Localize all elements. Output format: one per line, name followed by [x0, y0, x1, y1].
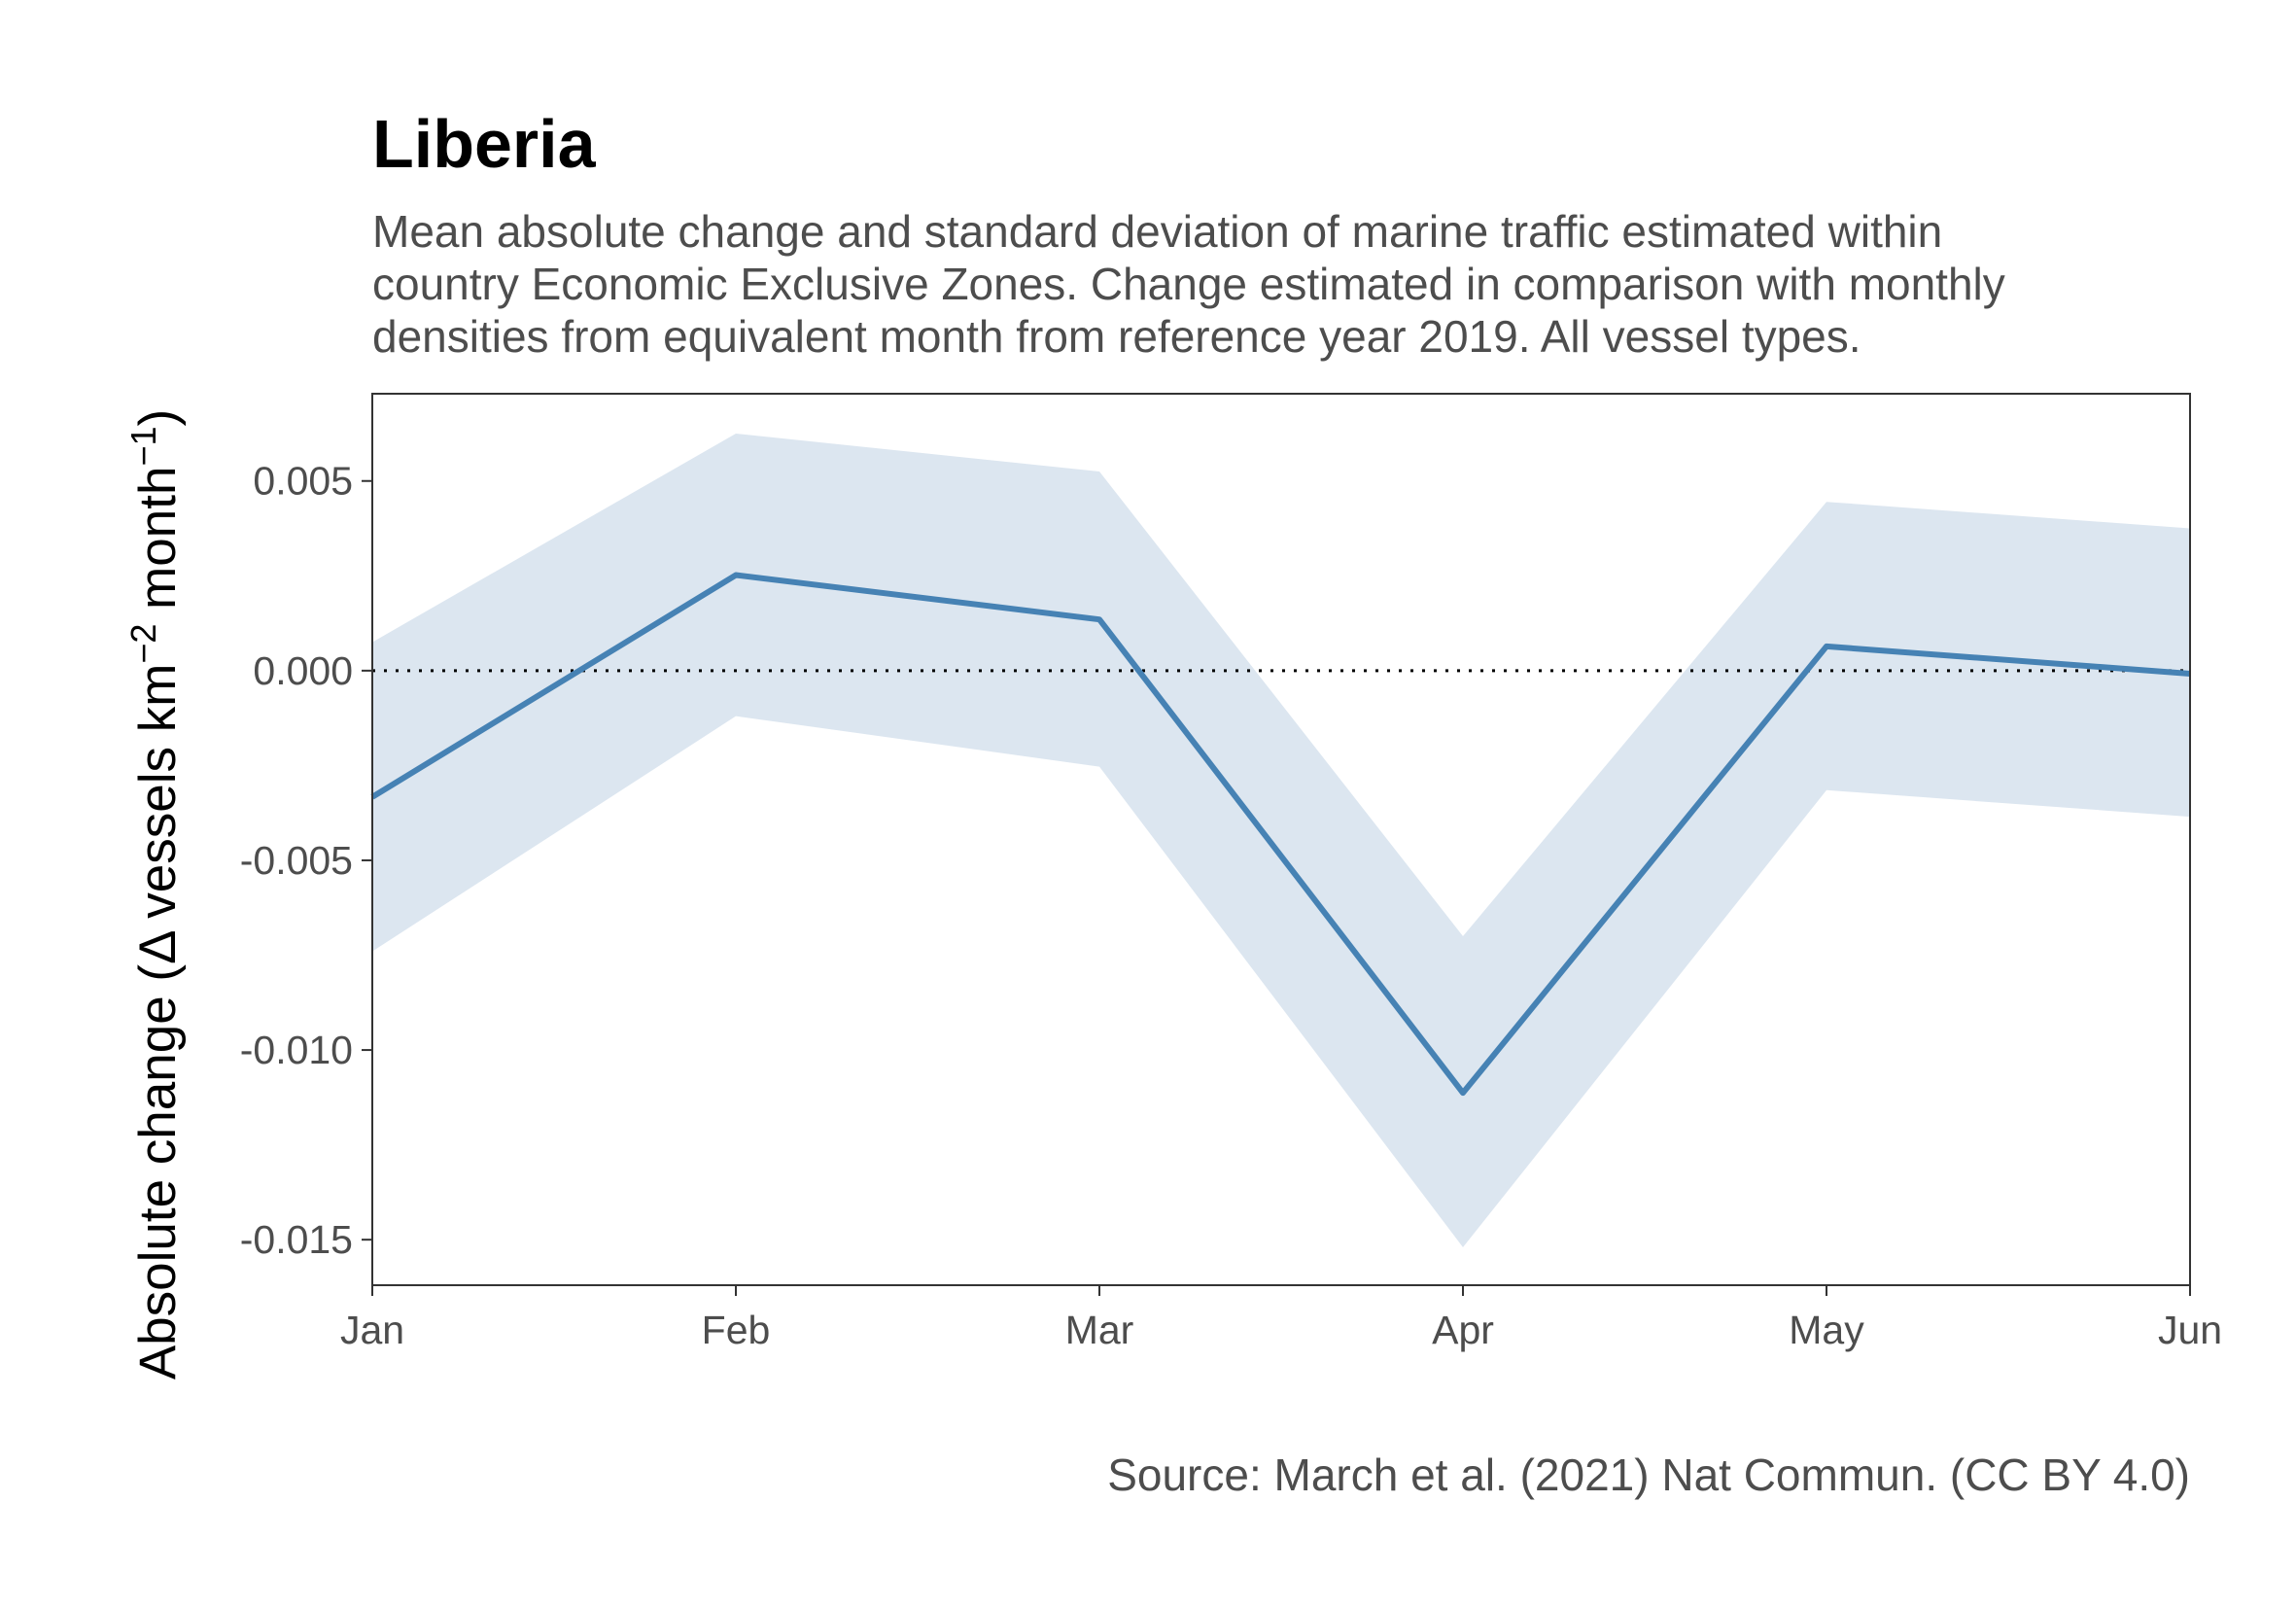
sd-ribbon — [372, 433, 2190, 1247]
x-tick-label: Jun — [2158, 1308, 2222, 1352]
y-tick-label: -0.010 — [240, 1028, 353, 1072]
x-tick-label: Jan — [340, 1308, 404, 1352]
y-axis-title-prefix: Absolute change ( — [129, 964, 187, 1380]
chart-subtitle-line-2: country Economic Exclusive Zones. Change… — [372, 259, 2005, 309]
mean-change-line — [370, 572, 2191, 1097]
y-axis-title-mid: vessels km — [129, 664, 187, 933]
y-axis-title-delta: Δ — [129, 931, 187, 964]
y-tick-label: -0.015 — [240, 1217, 353, 1262]
y-tick-label: -0.005 — [240, 838, 353, 883]
y-tick-label: 0.005 — [253, 459, 353, 504]
y-axis-title-sup2: −1 — [123, 426, 163, 466]
chart-caption: Source: March et al. (2021) Nat Commun. … — [1107, 1450, 2190, 1500]
y-axis-title-sup1: −2 — [123, 624, 163, 664]
data-point-mar — [1096, 616, 1102, 622]
x-tick-label: Feb — [702, 1308, 771, 1352]
data-point-feb — [733, 573, 739, 578]
x-tick-label: Apr — [1432, 1308, 1494, 1352]
y-axis-title: Absolute change (Δ vessels km−2 month−1) — [123, 409, 187, 1380]
y-axis-title-mid2: month — [129, 467, 187, 624]
chart-subtitle-line-1: Mean absolute change and standard deviat… — [372, 206, 1942, 257]
panel-border — [371, 393, 2191, 1286]
x-tick-label: May — [1789, 1308, 1864, 1352]
data-point-may — [1824, 644, 1829, 649]
data-point-apr — [1460, 1090, 1466, 1096]
chart-title: Liberia — [372, 106, 597, 182]
y-axis-title-suffix: ) — [129, 409, 187, 427]
chart-subtitle-line-3: densities from equivalent month from ref… — [372, 311, 1861, 362]
y-tick-label: 0.000 — [253, 648, 353, 693]
x-tick-label: Mar — [1065, 1308, 1134, 1352]
plot-area: 0.005 0.000 -0.005 -0.010 -0.015 Jan Feb Mar Apr… — [240, 393, 2222, 1352]
